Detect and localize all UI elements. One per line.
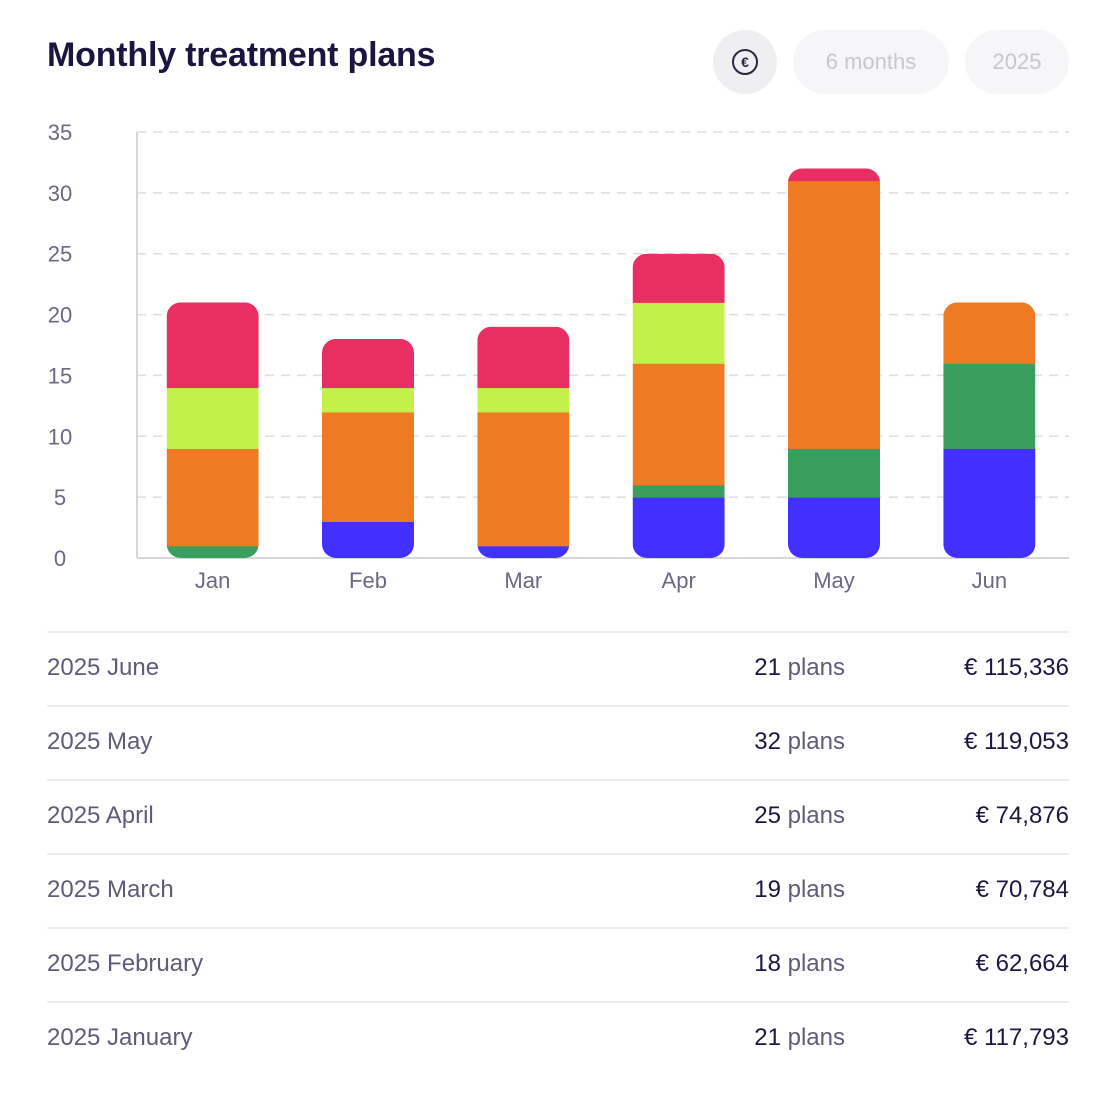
row-month-label: 2025 June bbox=[47, 654, 160, 681]
stacked-bar-chart: 0 5 10 15 20 25 30 35 Jan Feb Mar Apr May Jun bbox=[48, 120, 1069, 593]
row-count-value: 18 bbox=[754, 950, 781, 977]
row-plan-count: 25 plans bbox=[754, 802, 845, 830]
bar-segment-blue[interactable] bbox=[477, 545, 570, 559]
bar-segment-green[interactable] bbox=[788, 448, 880, 498]
bar-segment-pink[interactable] bbox=[477, 326, 570, 389]
period-filter-button[interactable]: 6 months bbox=[793, 30, 949, 94]
bar-segment-orange[interactable] bbox=[943, 302, 1036, 364]
row-plan-count: 21 plans bbox=[754, 1024, 845, 1052]
summary-row-january[interactable]: 2025 January 21 plans € 117,793 bbox=[47, 1001, 1069, 1075]
bar-stack-jan bbox=[166, 302, 259, 559]
row-count-unit: plans bbox=[787, 728, 845, 755]
bar-segment-green[interactable] bbox=[943, 363, 1036, 449]
x-tick-label: Jun bbox=[972, 568, 1007, 593]
row-count-unit: plans bbox=[787, 654, 845, 681]
bar-stack-jun bbox=[943, 302, 1036, 558]
bar-segment-blue[interactable] bbox=[632, 497, 725, 558]
row-plan-count: 19 plans bbox=[754, 876, 845, 904]
bar-segment-blue[interactable] bbox=[322, 521, 414, 558]
bar-segment-lime[interactable] bbox=[477, 387, 570, 413]
y-tick-label: 15 bbox=[48, 363, 72, 388]
y-tick-label: 30 bbox=[48, 181, 72, 206]
year-filter-button[interactable]: 2025 bbox=[965, 30, 1069, 94]
summary-row-june[interactable]: 2025 June 21 plans € 115,336 bbox=[47, 631, 1069, 705]
page-title: Monthly treatment plans bbox=[47, 36, 436, 74]
bar-stack-apr bbox=[632, 253, 725, 558]
row-count-unit: plans bbox=[787, 802, 845, 829]
currency-toggle-button[interactable]: € bbox=[713, 30, 777, 94]
bar-segment-orange[interactable] bbox=[322, 411, 414, 522]
row-plan-count: 21 plans bbox=[754, 654, 845, 682]
row-amount: € 117,793 bbox=[964, 1024, 1069, 1051]
row-amount: € 62,664 bbox=[975, 950, 1069, 977]
row-amount: € 70,784 bbox=[975, 876, 1069, 903]
y-tick-label: 35 bbox=[48, 120, 72, 145]
row-month-label: 2025 April bbox=[47, 802, 154, 829]
summary-list: 2025 June 21 plans € 115,336 2025 May 32… bbox=[47, 631, 1069, 1075]
row-count-unit: plans bbox=[787, 876, 845, 903]
y-tick-label: 0 bbox=[54, 546, 66, 571]
row-count-value: 21 bbox=[754, 1024, 781, 1051]
bar-segment-lime[interactable] bbox=[322, 387, 414, 413]
bar-segment-lime[interactable] bbox=[632, 302, 725, 364]
row-month-label: 2025 January bbox=[47, 1024, 193, 1051]
x-tick-label: Jan bbox=[195, 568, 230, 593]
bar-segment-pink[interactable] bbox=[788, 168, 880, 182]
bar-segment-orange[interactable] bbox=[477, 411, 570, 547]
row-count-unit: plans bbox=[787, 1024, 845, 1051]
row-month-label: 2025 March bbox=[47, 876, 174, 903]
summary-row-march[interactable]: 2025 March 19 plans € 70,784 bbox=[47, 853, 1069, 927]
bar-stack-may bbox=[788, 168, 880, 559]
y-tick-label: 10 bbox=[48, 424, 72, 449]
row-count-unit: plans bbox=[787, 950, 845, 977]
x-tick-label: Mar bbox=[504, 568, 542, 593]
x-tick-label: Feb bbox=[349, 568, 387, 593]
row-amount: € 74,876 bbox=[975, 802, 1069, 829]
bar-segment-green[interactable] bbox=[166, 545, 259, 559]
y-tick-label: 20 bbox=[48, 303, 72, 328]
row-count-value: 19 bbox=[754, 876, 781, 903]
euro-icon: € bbox=[732, 49, 758, 75]
bar-segment-blue[interactable] bbox=[943, 448, 1036, 558]
bar-segment-pink[interactable] bbox=[166, 302, 259, 389]
bar-segment-blue[interactable] bbox=[788, 497, 880, 559]
bar-segment-pink[interactable] bbox=[322, 338, 414, 389]
y-tick-label: 5 bbox=[54, 485, 66, 510]
bar-segment-orange[interactable] bbox=[788, 180, 880, 449]
bar-segment-orange[interactable] bbox=[632, 363, 725, 486]
row-month-label: 2025 February bbox=[47, 950, 204, 977]
y-tick-label: 25 bbox=[48, 242, 72, 267]
row-count-value: 32 bbox=[754, 728, 781, 755]
summary-row-may[interactable]: 2025 May 32 plans € 119,053 bbox=[47, 705, 1069, 779]
row-count-value: 21 bbox=[754, 654, 781, 681]
row-amount: € 115,336 bbox=[964, 654, 1069, 681]
bar-segment-orange[interactable] bbox=[166, 448, 259, 547]
bar-stack-feb bbox=[322, 338, 414, 558]
bar-stack-mar bbox=[477, 326, 570, 559]
bar-segment-green[interactable] bbox=[632, 484, 725, 498]
row-plan-count: 32 plans bbox=[754, 728, 845, 756]
row-amount: € 119,053 bbox=[964, 728, 1069, 755]
row-plan-count: 18 plans bbox=[754, 950, 845, 978]
summary-row-february[interactable]: 2025 February 18 plans € 62,664 bbox=[47, 927, 1069, 1001]
x-tick-label: May bbox=[813, 568, 855, 593]
x-tick-label: Apr bbox=[662, 568, 696, 593]
bar-segment-pink[interactable] bbox=[632, 253, 725, 303]
bar-segment-lime[interactable] bbox=[166, 387, 259, 449]
row-count-value: 25 bbox=[754, 802, 781, 829]
summary-row-april[interactable]: 2025 April 25 plans € 74,876 bbox=[47, 779, 1069, 853]
row-month-label: 2025 May bbox=[47, 728, 153, 755]
